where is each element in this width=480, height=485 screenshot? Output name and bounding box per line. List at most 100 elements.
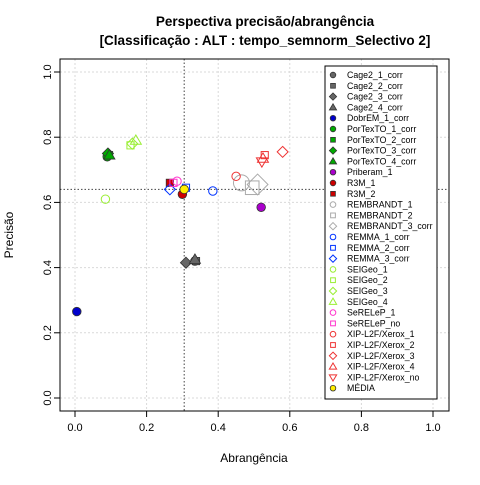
data-point (276, 145, 289, 159)
legend-label: XIP-L2F/Xerox_1 (347, 329, 415, 339)
legend-marker (329, 330, 337, 338)
data-point (208, 186, 218, 196)
y-tick-label: 0.6 (42, 195, 54, 210)
legend-marker (329, 179, 337, 187)
legend-label: REMMA_1_corr (347, 232, 410, 242)
legend-marker (330, 83, 336, 89)
legend-marker (329, 385, 337, 392)
x-tick-label: 0.0 (67, 422, 82, 434)
legend-marker (329, 114, 337, 122)
legend-label: SEIGeo_4 (347, 297, 388, 307)
data-point (246, 173, 269, 196)
x-tick-label: 1.0 (425, 422, 440, 434)
data-point (72, 306, 82, 317)
legend-marker (330, 191, 336, 197)
legend-label: Cage2_1_corr (347, 70, 403, 80)
legend-label: REMBRANDT_3_corr (347, 221, 433, 231)
legend-label: REMBRANDT_1 (347, 200, 413, 210)
y-tick-label: 0.0 (42, 390, 54, 405)
data-point (231, 171, 241, 182)
legend-marker (330, 342, 336, 348)
legend-marker (329, 125, 337, 133)
x-tick-label: 0.2 (139, 422, 154, 434)
data-point (256, 202, 266, 212)
legend-label: Cage2_3_corr (347, 92, 403, 102)
axes: 0.0 0.2 0.4 0.6 0.8 1.0 0.0 0.2 0.4 0.6 0.8 1.0 (42, 64, 441, 434)
legend-box (324, 65, 438, 400)
data-point (188, 253, 202, 264)
legend-marker (330, 277, 336, 284)
legend: Cage2_1_corrCage2_2_corrCage2_3_corrCage… (324, 65, 438, 400)
data-point (126, 137, 139, 150)
data-point (163, 183, 177, 196)
legend-label: PorTexTO_2_corr (347, 135, 416, 145)
y-tick-label: 0.2 (42, 325, 54, 340)
y-tick-label: 1.0 (42, 64, 54, 79)
y-tick-label: 0.4 (42, 260, 54, 275)
legend-marker (328, 361, 338, 370)
legend-label: PorTexTO_1_corr (347, 124, 416, 134)
data-point (179, 184, 189, 195)
legend-label: R3M_1 (347, 178, 375, 188)
data-point (169, 178, 178, 187)
x-tick-label: 0.4 (211, 422, 226, 434)
legend-label: XIP-L2F/Xerox_3 (347, 351, 415, 361)
legend-marker (328, 351, 338, 361)
legend-marker (329, 168, 337, 176)
legend-marker (329, 233, 337, 241)
legend-label: PorTexTO_3_corr (347, 146, 416, 156)
data-points (72, 134, 289, 317)
legend-marker (330, 212, 336, 219)
legend-marker (328, 92, 338, 101)
legend-marker (330, 244, 336, 251)
x-axis-label: Abrangência (220, 451, 288, 465)
legend-label: SeRELeP_no (347, 318, 400, 328)
legend-label: XIP-L2F/Xerox_4 (347, 362, 415, 372)
legend-label: SeRELeP_1 (347, 308, 396, 318)
legend-marker (328, 146, 338, 155)
legend-label: R3M_2 (347, 189, 375, 199)
legend-label: Priberam_1 (347, 167, 393, 177)
legend-marker (328, 156, 338, 165)
legend-marker (328, 102, 338, 111)
legend-label: DobrEM_1_corr (347, 113, 409, 123)
plot-border (59, 58, 450, 412)
legend-label: SEIGeo_3 (347, 286, 388, 296)
legend-label: MÉDIA (347, 383, 375, 393)
x-tick-label: 0.8 (354, 422, 369, 434)
data-point (179, 256, 193, 269)
legend-label: SEIGeo_1 (347, 264, 388, 274)
data-point (126, 141, 135, 150)
legend-marker (328, 297, 338, 305)
legend-marker (328, 254, 338, 263)
data-point (129, 134, 143, 145)
legend-label: Cage2_2_corr (347, 81, 403, 91)
legend-marker (328, 221, 338, 231)
data-point (255, 157, 269, 169)
y-axis-label: Precisão (2, 211, 16, 258)
legend-marker (328, 286, 338, 296)
legend-marker (329, 266, 337, 273)
legend-marker (330, 137, 336, 143)
y-tick-label: 0.8 (42, 130, 54, 145)
legend-label: XIP-L2F/Xerox_no (347, 372, 419, 382)
chart-title: Perspectiva precisão/abrangência (156, 14, 375, 29)
legend-marker (329, 71, 337, 79)
reference-lines (60, 59, 449, 411)
legend-label: REMMA_3_corr (347, 254, 410, 264)
legend-marker (329, 309, 337, 316)
legend-marker (329, 201, 337, 208)
legend-label: SEIGeo_2 (347, 275, 388, 285)
data-point (100, 194, 111, 204)
x-tick-label: 0.6 (282, 422, 297, 434)
legend-label: Cage2_4_corr (347, 102, 403, 112)
legend-marker (330, 320, 336, 327)
data-point (244, 180, 260, 196)
legend-marker (328, 374, 338, 383)
data-point (103, 148, 116, 160)
chart-subtitle: [Classificação : ALT : tempo_semnorm_Sel… (100, 33, 431, 48)
legend-label: XIP-L2F/Xerox_2 (347, 340, 415, 350)
legend-label: REMMA_2_corr (347, 243, 410, 253)
